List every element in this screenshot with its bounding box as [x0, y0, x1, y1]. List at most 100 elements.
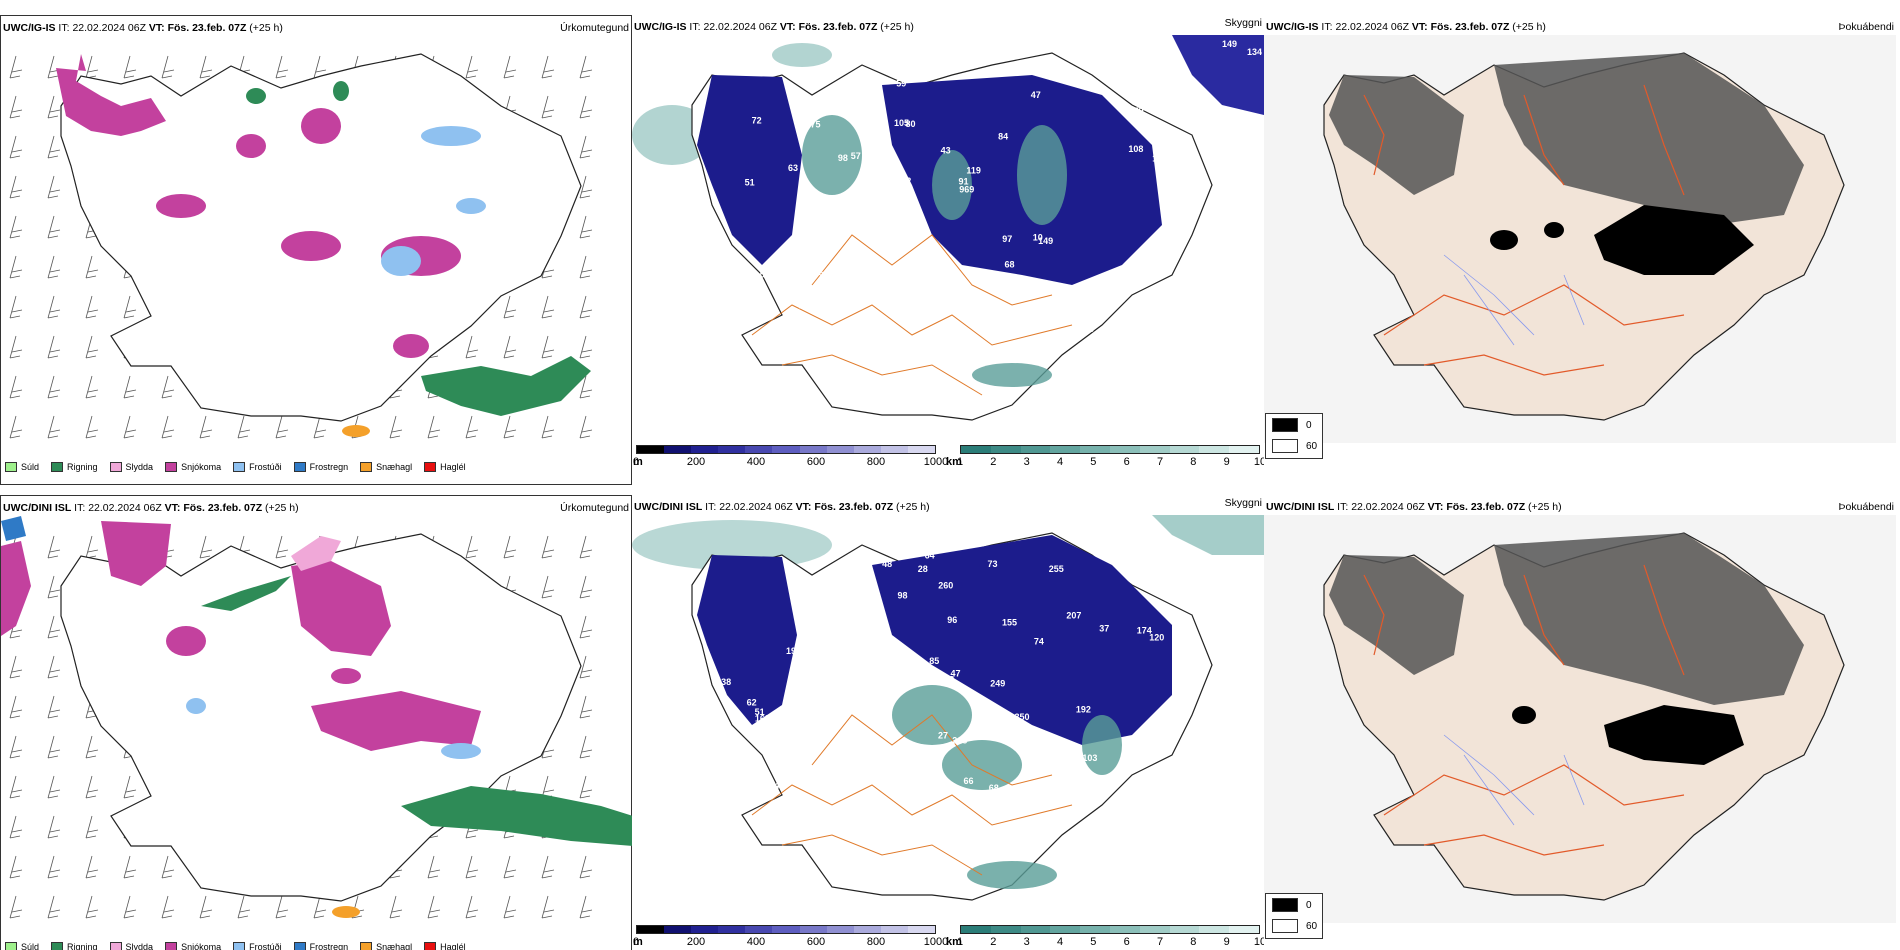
wind-barb — [199, 55, 213, 79]
precip-panel-row2: UWC/DINI ISL IT: 22.02.2024 06Z VT: Fös.… — [0, 495, 633, 950]
it-label: IT: — [1337, 501, 1349, 513]
colorbar-cell — [745, 446, 773, 453]
colorbar-cell — [853, 446, 881, 453]
visibility-value-label: 47 — [951, 668, 961, 678]
model-label: UWC/DINI ISL — [634, 501, 703, 513]
fog-map — [1264, 35, 1896, 443]
colorbar-tick: 4 — [1056, 936, 1064, 948]
fog-legend-item: 0 — [1272, 898, 1312, 912]
legend-swatch — [51, 942, 64, 950]
visibility-value-label: 122 — [896, 176, 911, 186]
wind-barb — [161, 895, 175, 919]
legend-swatch — [51, 462, 64, 472]
wind-barb — [199, 415, 213, 439]
vt-label: VT: — [148, 22, 165, 34]
panel-header: UWC/IG-IS IT: 22.02.2024 06Z VT: Fös. 23… — [1266, 21, 1894, 35]
legend-label: Rigning — [67, 942, 98, 950]
wind-barb — [579, 735, 593, 759]
wind-barb — [503, 295, 517, 319]
colorbar-cell — [826, 926, 854, 933]
wind-barb — [9, 815, 23, 839]
legend-label: Snæhagl — [376, 462, 413, 472]
precip-legend: Súld Rigning Slydda Snjókoma Frostúði Frostre… — [5, 456, 466, 478]
legend-swatch — [293, 942, 306, 950]
wind-barb — [9, 415, 23, 439]
colorbar-tick: 8 — [1190, 456, 1197, 468]
wind-barb — [47, 695, 61, 719]
wind-barb — [541, 295, 555, 319]
colorbar-cell — [1080, 926, 1110, 933]
colorbar-cell — [691, 926, 719, 933]
wind-barb — [579, 55, 593, 79]
height-colorbar: 0 200 400 600 800 1000 m — [633, 445, 948, 475]
wind-barb — [579, 95, 593, 119]
wind-barb — [9, 255, 23, 279]
visibility-value-label: 119 — [966, 166, 981, 176]
wind-barb — [9, 295, 23, 319]
visibility-value-label: 97 — [767, 329, 777, 339]
wind-barb — [275, 55, 289, 79]
colorbar-cell — [1169, 446, 1200, 453]
precip-panel-row1: UWC/IG-IS IT: 22.02.2024 06Z VT: Fös. 23… — [0, 15, 632, 485]
wind-barb — [427, 415, 441, 439]
visibility-value-label: 138 — [716, 677, 731, 687]
colorbar-cell — [1199, 926, 1230, 933]
visibility-value-label: 10 — [1033, 232, 1043, 242]
it-value: 22.02.2024 06Z — [1351, 501, 1425, 513]
legend-swatch — [109, 462, 122, 472]
precip-map — [1, 516, 633, 919]
fog-legend-item: 0 — [1272, 418, 1312, 432]
wind-barb — [47, 95, 61, 119]
colorbar-tick: 1000 — [923, 456, 949, 468]
legend-swatch — [233, 942, 246, 950]
colorbar-cell — [745, 926, 773, 933]
visibility-value-label: 46 — [813, 268, 823, 278]
visibility-value-label: 72 — [752, 116, 762, 126]
fog-label: 0 — [1306, 419, 1312, 431]
colorbar-cell — [799, 926, 827, 933]
visibility-value-label: 91 — [959, 177, 969, 187]
wind-barb — [9, 735, 23, 759]
fog-legend-item: 60 — [1272, 919, 1317, 933]
legend-item: Frostregn — [293, 462, 348, 472]
wind-barb — [541, 415, 555, 439]
wind-barb — [579, 335, 593, 359]
colorbar-cell — [772, 926, 800, 933]
wind-barb — [579, 695, 593, 719]
lead-time: (+25 h) — [1528, 501, 1562, 513]
legend-item: Frostúði — [233, 942, 282, 950]
wind-barb — [9, 175, 23, 199]
visibility-value-label: 59 — [896, 78, 906, 88]
colorbar-cell — [990, 446, 1021, 453]
legend-item: Haglél — [424, 942, 466, 950]
panel-title: Skyggni — [1224, 497, 1262, 509]
visibility-value-label: 72 — [1011, 739, 1021, 749]
wind-barb — [47, 335, 61, 359]
wind-barb — [47, 815, 61, 839]
wind-barb — [237, 895, 251, 919]
panel-title: Þokuábendi — [1838, 501, 1894, 513]
wind-barb — [465, 335, 479, 359]
wind-barb — [9, 135, 23, 159]
visibility-value-label: 94 — [770, 780, 780, 790]
legend-item: Slydda — [109, 462, 153, 472]
panel-header: UWC/IG-IS IT: 22.02.2024 06Z VT: Fös. 23… — [634, 17, 1262, 35]
wind-barb — [199, 895, 213, 919]
vt-value: Fös. 23.feb. 07Z — [798, 21, 878, 33]
wind-barb — [579, 255, 593, 279]
colorbar-cell — [826, 446, 854, 453]
wind-barb — [465, 895, 479, 919]
visibility-value-label: 81 — [812, 321, 822, 331]
wind-barb — [123, 295, 137, 319]
lead-time: (+25 h) — [896, 501, 930, 513]
legend-label: Snjókoma — [181, 942, 222, 950]
wind-barb — [579, 575, 593, 599]
panel-title: Úrkomutegund — [560, 22, 629, 34]
colorbar-cell — [1139, 926, 1170, 933]
it-value: 22.02.2024 06Z — [703, 21, 777, 33]
legend-swatch — [109, 942, 122, 950]
visibility-value-label: 85 — [1171, 168, 1181, 178]
colorbar-cell — [718, 446, 746, 453]
wind-barb — [9, 775, 23, 799]
lead-time: (+25 h) — [1512, 21, 1546, 33]
